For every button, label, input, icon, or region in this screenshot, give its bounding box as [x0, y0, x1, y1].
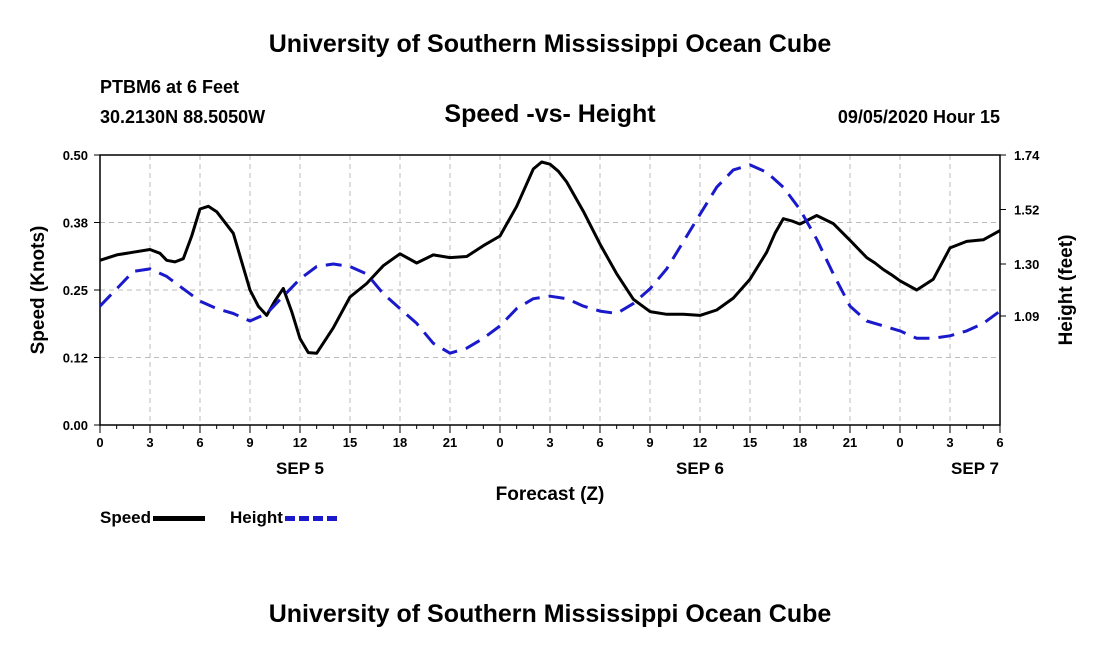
x-tick-label: 6: [596, 435, 603, 450]
station-name: PTBM6 at 6 Feet: [100, 77, 240, 97]
y-tick-label: 0.50: [63, 148, 88, 163]
date-label: SEP 5: [276, 459, 324, 478]
x-tick-label: 0: [96, 435, 103, 450]
x-tick-label: 3: [146, 435, 153, 450]
x-tick-label: 6: [196, 435, 203, 450]
page-title: University of Southern Mississippi Ocean…: [268, 30, 832, 58]
x-tick-label: 3: [946, 435, 953, 450]
x-tick-label: 12: [693, 435, 707, 450]
forecast-datestamp: 09/05/2020 Hour 15: [837, 107, 1000, 127]
x-tick-label: 12: [293, 435, 307, 450]
y-tick-label: 0.00: [63, 418, 88, 433]
x-tick-label: 6: [996, 435, 1003, 450]
x-tick-label: 15: [743, 435, 757, 450]
x-tick-label: 21: [443, 435, 457, 450]
x-tick-label: 18: [393, 435, 407, 450]
y-axis-title: Speed (Knots): [28, 226, 49, 355]
y-right-tick-label: 1.74: [1014, 148, 1040, 163]
speed-series-line: [99, 160, 1001, 355]
date-label: SEP 6: [676, 459, 724, 478]
x-tick-label: 18: [793, 435, 807, 450]
y-right-axis-title: Height (feet): [1056, 235, 1077, 346]
legend-height-label: Height: [230, 508, 283, 527]
y-tick-label: 0.38: [63, 216, 88, 231]
legend-speed-swatch: [153, 516, 206, 522]
x-tick-label: 15: [343, 435, 357, 450]
legend-speed: Speed: [100, 508, 206, 528]
y-right-tick-label: 1.52: [1014, 202, 1039, 217]
x-axis-title: Forecast (Z): [496, 484, 605, 505]
x-tick-label: 9: [646, 435, 653, 450]
height-series-line: [98, 163, 1001, 355]
legend-height-swatch: [284, 516, 337, 522]
legend-height: Height: [230, 508, 337, 528]
y-tick-label: 0.25: [63, 283, 88, 298]
x-tick-label: 0: [496, 435, 503, 450]
x-tick-label: 0: [896, 435, 903, 450]
chart-title: Speed -vs- Height: [444, 100, 656, 128]
x-tick-label: 9: [246, 435, 253, 450]
legend-speed-label: Speed: [100, 508, 152, 527]
plot-frame: [99, 154, 1001, 426]
station-coordinates: 30.2130N 88.5050W: [100, 107, 266, 127]
y-right-tick-label: 1.09: [1014, 309, 1039, 324]
x-tick-label: 21: [843, 435, 857, 450]
x-tick-label: 3: [546, 435, 553, 450]
y-right-tick-label: 1.30: [1014, 257, 1039, 272]
date-label: SEP 7: [951, 459, 999, 478]
footer-title: University of Southern Mississippi Ocean…: [268, 600, 832, 628]
y-tick-label: 0.12: [63, 351, 88, 366]
